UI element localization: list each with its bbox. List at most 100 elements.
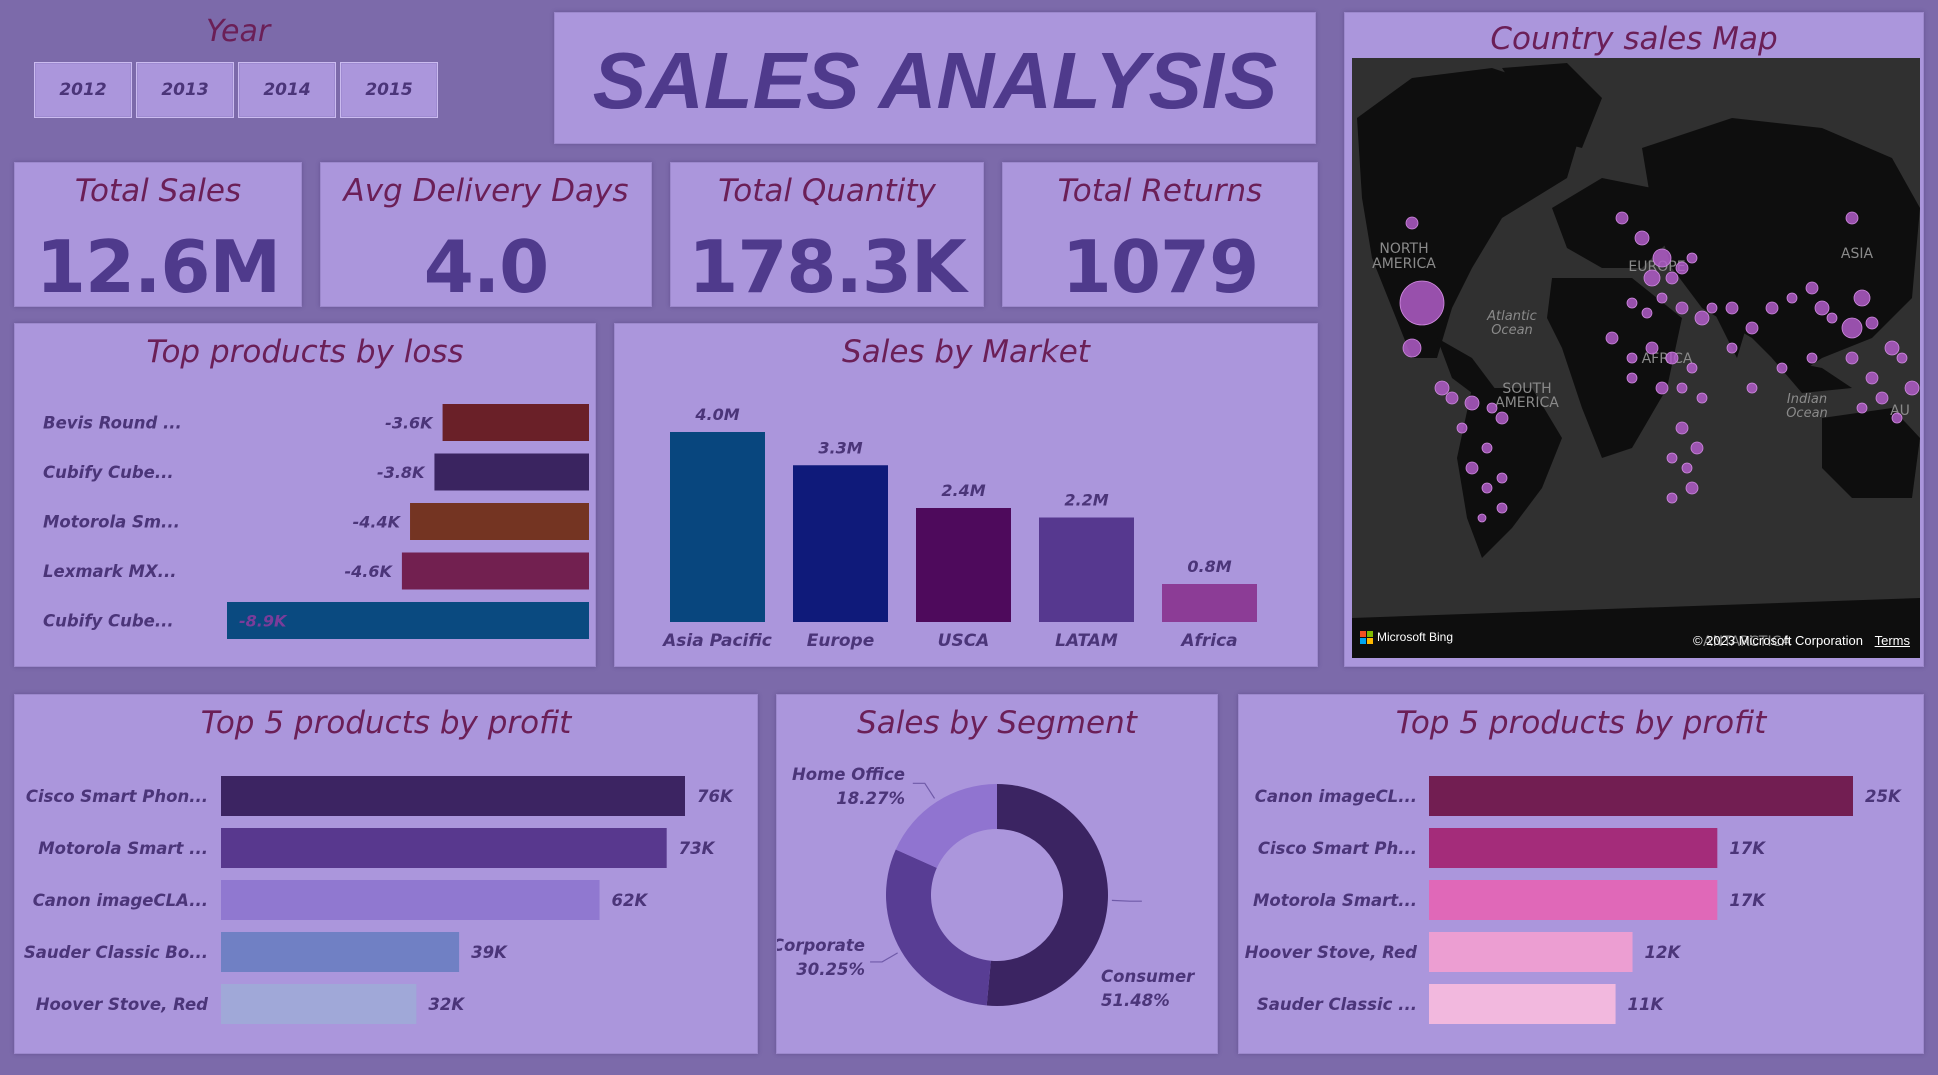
segment-slice[interactable] — [886, 849, 991, 1006]
map-bubble[interactable] — [1805, 281, 1819, 295]
profit-data-label: 73K — [679, 839, 716, 858]
map-bubble[interactable] — [1464, 395, 1480, 411]
map-bubble[interactable] — [1666, 492, 1678, 504]
profit-bar[interactable] — [1429, 984, 1616, 1024]
segment-slice[interactable] — [895, 784, 997, 868]
map-bubble[interactable] — [1841, 317, 1863, 339]
loss-bar[interactable] — [434, 453, 589, 491]
map-bubble[interactable] — [1853, 289, 1871, 307]
map-bubble[interactable] — [1666, 452, 1678, 464]
map-bubble[interactable] — [1605, 331, 1619, 345]
year-option-2014[interactable]: 2014 — [238, 62, 336, 118]
map-bubble[interactable] — [1845, 351, 1859, 365]
profit-bar[interactable] — [221, 932, 460, 972]
terms-link[interactable]: Terms — [1874, 633, 1910, 648]
map-bubble[interactable] — [1814, 300, 1830, 316]
map-bubble[interactable] — [1694, 310, 1710, 326]
map-bubble[interactable] — [1615, 211, 1629, 225]
map-region-label: Atlantic — [1486, 309, 1537, 324]
map-bubble[interactable] — [1445, 391, 1459, 405]
profit-bar[interactable] — [221, 880, 600, 920]
market-bar[interactable] — [670, 432, 765, 622]
profit-bar[interactable] — [221, 828, 667, 868]
map-bubble[interactable] — [1685, 481, 1699, 495]
map-bubble[interactable] — [1626, 372, 1638, 384]
map-bubble[interactable] — [1725, 301, 1739, 315]
map-bubble[interactable] — [1477, 513, 1487, 523]
map-bubble[interactable] — [1486, 402, 1498, 414]
map-bubble[interactable] — [1495, 411, 1509, 425]
map-bubble[interactable] — [1626, 352, 1638, 364]
map-bubble[interactable] — [1726, 342, 1738, 354]
profit-bar[interactable] — [1429, 880, 1718, 920]
map-bubble[interactable] — [1496, 502, 1508, 514]
map-bubble[interactable] — [1656, 292, 1668, 304]
map-bubble[interactable] — [1456, 422, 1468, 434]
loss-bar[interactable] — [401, 552, 589, 590]
year-option-2012[interactable]: 2012 — [34, 62, 132, 118]
map-bubble[interactable] — [1745, 321, 1759, 335]
map-bubble[interactable] — [1665, 351, 1679, 365]
profit-bar[interactable] — [1429, 932, 1633, 972]
map-bubble[interactable] — [1481, 442, 1493, 454]
map-bubble[interactable] — [1626, 297, 1638, 309]
map-bubble[interactable] — [1675, 421, 1689, 435]
map-bubble[interactable] — [1865, 316, 1879, 330]
map-bubble[interactable] — [1690, 441, 1704, 455]
map-bubble[interactable] — [1884, 340, 1900, 356]
year-option-2015[interactable]: 2015 — [340, 62, 438, 118]
map-bubble[interactable] — [1856, 402, 1868, 414]
profit-data-label: 76K — [697, 787, 734, 806]
map-bubble[interactable] — [1481, 482, 1493, 494]
map-bubble[interactable] — [1434, 380, 1450, 396]
market-bar[interactable] — [916, 508, 1011, 622]
year-option-2013[interactable]: 2013 — [136, 62, 234, 118]
map-bubble[interactable] — [1826, 312, 1838, 324]
map-bubble[interactable] — [1676, 382, 1688, 394]
loss-bar[interactable] — [442, 404, 589, 441]
loss-bar[interactable] — [410, 503, 589, 540]
map-bubble[interactable] — [1675, 261, 1689, 275]
market-data-label: 0.8M — [1187, 557, 1231, 576]
map-bubble[interactable] — [1896, 352, 1908, 364]
map-bubble[interactable] — [1686, 252, 1698, 264]
map-bubble[interactable] — [1465, 461, 1479, 475]
market-bar[interactable] — [1039, 517, 1134, 623]
map-bubble[interactable] — [1746, 382, 1758, 394]
map-bubble[interactable] — [1645, 341, 1659, 355]
map-bubble[interactable] — [1696, 392, 1708, 404]
map-bubble[interactable] — [1641, 307, 1653, 319]
map-bubble[interactable] — [1875, 391, 1889, 405]
map-bubble[interactable] — [1776, 362, 1788, 374]
map-bubble[interactable] — [1806, 352, 1818, 364]
map-bubble[interactable] — [1665, 271, 1679, 285]
map-bubble[interactable] — [1652, 248, 1672, 268]
market-bar[interactable] — [1162, 584, 1257, 622]
map-bubble[interactable] — [1891, 412, 1903, 424]
map-canvas[interactable]: NORTHAMERICAAtlanticOceanEUROPEASIAAFRIC… — [1352, 58, 1920, 658]
map-bubble[interactable] — [1655, 381, 1669, 395]
map-bubble[interactable] — [1643, 269, 1661, 287]
market-bar[interactable] — [793, 465, 888, 622]
map-bubble[interactable] — [1686, 362, 1698, 374]
map-bubble[interactable] — [1845, 211, 1859, 225]
map-bubble[interactable] — [1681, 462, 1693, 474]
map-bubble[interactable] — [1904, 380, 1920, 396]
profit-bar[interactable] — [1429, 776, 1853, 816]
map-bubble[interactable] — [1402, 338, 1422, 358]
map-bubble[interactable] — [1399, 280, 1445, 326]
map-bubble[interactable] — [1786, 292, 1798, 304]
map-bubble[interactable] — [1496, 472, 1508, 484]
map-bubble[interactable] — [1675, 301, 1689, 315]
map-bubble[interactable] — [1405, 216, 1419, 230]
segment-slice[interactable] — [986, 784, 1108, 1006]
map-bubble[interactable] — [1765, 301, 1779, 315]
loss-bar[interactable] — [227, 602, 589, 639]
map-bubble[interactable] — [1706, 302, 1718, 314]
country-sales-map[interactable]: NORTHAMERICAAtlanticOceanEUROPEASIAAFRIC… — [1352, 58, 1920, 658]
profit-bar[interactable] — [221, 776, 685, 816]
profit-bar[interactable] — [221, 984, 417, 1024]
profit-bar[interactable] — [1429, 828, 1718, 868]
map-bubble[interactable] — [1634, 230, 1650, 246]
map-bubble[interactable] — [1865, 371, 1879, 385]
